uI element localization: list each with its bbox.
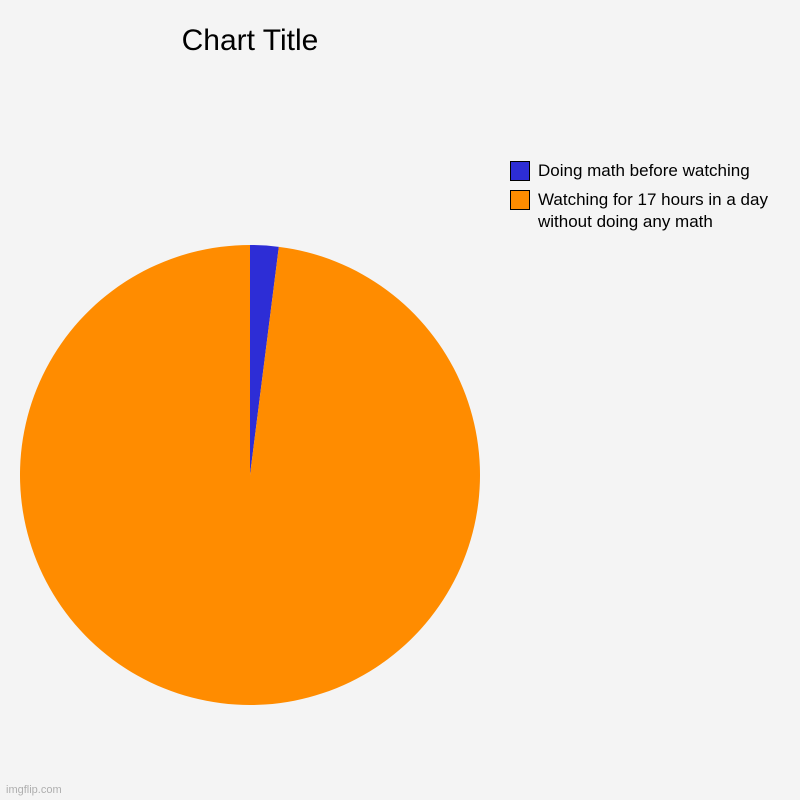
pie-svg [18,243,482,707]
legend-label-1: Watching for 17 hours in a day without d… [538,189,780,232]
legend-item-1: Watching for 17 hours in a day without d… [510,189,780,232]
pie-chart [18,243,482,707]
watermark: imgflip.com [6,784,62,796]
legend: Doing math before watching Watching for 1… [510,160,780,240]
legend-swatch-1 [510,190,530,210]
legend-label-0: Doing math before watching [538,160,750,181]
legend-swatch-0 [510,161,530,181]
chart-title: Chart Title [0,24,500,58]
chart-canvas: Chart Title Doing math before watching Wa… [0,0,800,800]
legend-item-0: Doing math before watching [510,160,780,181]
